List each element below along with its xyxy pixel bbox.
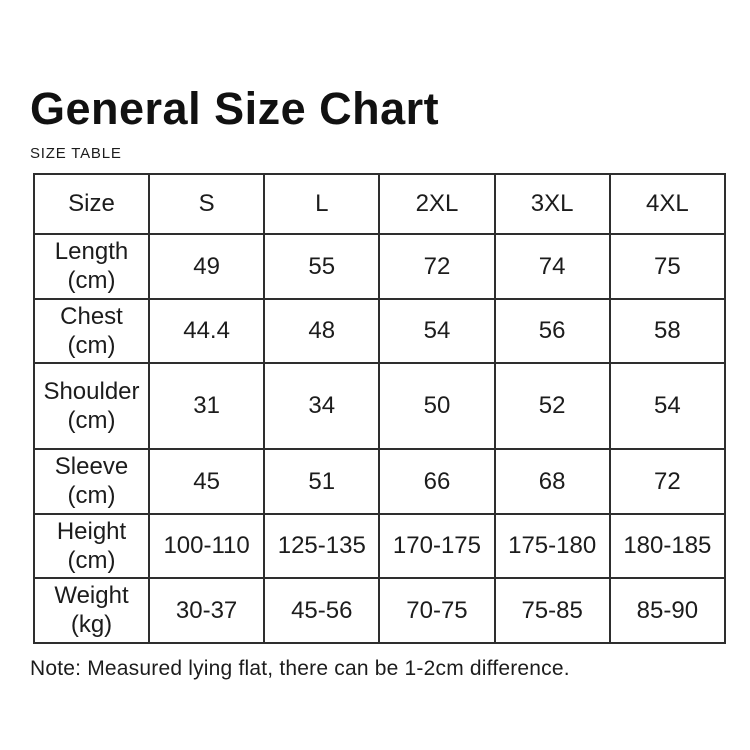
row-label-unit: (kg): [70, 611, 113, 639]
size-value-cell: 170-175: [378, 512, 496, 580]
size-value-cell: 72: [608, 448, 727, 515]
size-value-cell: 75: [608, 233, 727, 300]
row-label-name: Shoulder: [43, 377, 140, 405]
row-label: Sleeve (cm): [33, 448, 150, 515]
size-value-cell: 44.4: [147, 297, 266, 365]
size-column-header: 4XL: [608, 173, 727, 235]
size-value-cell: 125-135: [263, 512, 381, 580]
row-label: Length (cm): [33, 233, 150, 300]
row-label-unit: (cm): [67, 407, 116, 435]
size-value-cell: 66: [378, 448, 496, 515]
size-value-cell: 180-185: [608, 512, 727, 580]
size-value-cell: 55: [263, 233, 381, 300]
size-table-body: Length (cm) 49 55 72 74 75 Chest (cm) 44.4 48 54 56 5…: [33, 233, 727, 644]
row-label-unit: (cm): [67, 546, 116, 574]
table-row: Chest (cm) 44.4 48 54 56 58: [33, 297, 727, 365]
row-label-name: Height: [56, 517, 127, 545]
row-label-name: Weight: [54, 582, 129, 610]
size-value-cell: 100-110: [147, 512, 266, 580]
row-label: Chest (cm): [33, 297, 150, 365]
table-row: Weight (kg) 30-37 45-56 70-75 75-85 85-90: [33, 577, 727, 644]
header-row: Size S L 2XL 3XL 4XL: [33, 173, 727, 235]
row-label-name: Length: [54, 238, 129, 265]
row-label-name: Chest: [60, 302, 123, 330]
size-table-label: SIZE TABLE: [30, 145, 122, 162]
row-label-unit: (cm): [67, 482, 116, 510]
row-label-unit: (cm): [67, 267, 116, 295]
size-header-cell: Size: [33, 173, 150, 235]
size-value-cell: 54: [378, 297, 496, 365]
size-value-cell: 30-37: [147, 577, 266, 644]
table-row: Length (cm) 49 55 72 74 75: [33, 233, 727, 300]
size-value-cell: 48: [263, 297, 381, 365]
size-value-cell: 49: [147, 233, 266, 300]
row-label: Weight (kg): [33, 577, 150, 644]
size-value-cell: 75-85: [493, 577, 611, 644]
table-row: Sleeve (cm) 45 51 66 68 72: [33, 448, 727, 515]
size-value-cell: 34: [263, 362, 381, 451]
size-value-cell: 74: [493, 233, 611, 300]
row-label: Height (cm): [33, 512, 150, 580]
size-value-cell: 58: [608, 297, 727, 365]
size-column-header: 3XL: [493, 173, 611, 235]
size-value-cell: 52: [493, 362, 611, 451]
note-text: Note: Measured lying flat, there can be …: [30, 656, 570, 680]
size-value-cell: 31: [147, 362, 266, 451]
size-value-cell: 70-75: [378, 577, 496, 644]
size-table-header: Size S L 2XL 3XL 4XL: [33, 173, 727, 235]
size-column-header: S: [147, 173, 266, 235]
page-title: General Size Chart: [30, 83, 440, 134]
table-row: Height (cm) 100-110 125-135 170-175 175-180 18…: [33, 512, 727, 580]
row-label-unit: (cm): [67, 331, 116, 359]
size-value-cell: 51: [263, 448, 381, 515]
size-value-cell: 56: [493, 297, 611, 365]
size-value-cell: 175-180: [493, 512, 611, 580]
size-value-cell: 54: [608, 362, 727, 451]
row-label: Shoulder (cm): [33, 362, 150, 451]
size-value-cell: 85-90: [608, 577, 727, 644]
table-row: Shoulder (cm) 31 34 50 52 54: [33, 362, 727, 451]
size-value-cell: 45: [147, 448, 266, 515]
size-value-cell: 50: [378, 362, 496, 451]
row-label-name: Sleeve: [54, 453, 129, 481]
size-value-cell: 68: [493, 448, 611, 515]
size-value-cell: 45-56: [263, 577, 381, 644]
size-table: Size S L 2XL 3XL 4XL Length (cm) 49 55 72 74 75 Ches…: [33, 173, 727, 644]
size-column-header: L: [263, 173, 381, 235]
size-value-cell: 72: [378, 233, 496, 300]
size-column-header: 2XL: [378, 173, 496, 235]
